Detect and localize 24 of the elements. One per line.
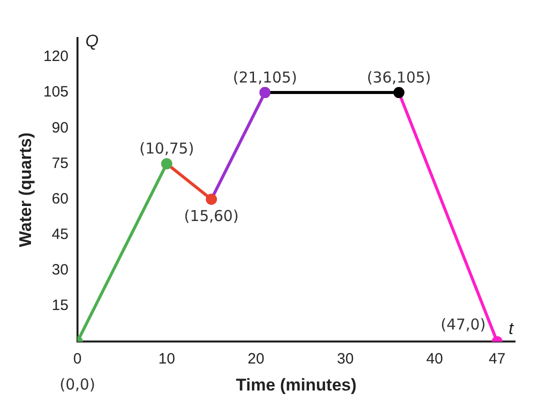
x-tick-label: 0: [73, 350, 82, 368]
annotation: Q: [85, 32, 99, 51]
y-tick-label: 15: [52, 297, 68, 314]
y-tick-label: 60: [52, 190, 68, 208]
x-axis-title: Time (minutes): [236, 375, 357, 394]
y-tick-label: 30: [52, 262, 68, 279]
annotation: (21,105): [232, 68, 298, 86]
x-tick-label: 47: [488, 350, 506, 368]
x-tick-label: 20: [248, 350, 264, 368]
x-tick-label: 30: [336, 350, 354, 368]
x-tick-label: 40: [426, 350, 443, 368]
y-tick-label: 45: [52, 226, 68, 244]
y-tick-label: 75: [52, 154, 68, 172]
x-tick-label: 10: [158, 350, 176, 368]
annotation: (47,0): [440, 315, 486, 334]
annotation: (10,75): [139, 140, 194, 158]
annotation: t: [508, 318, 515, 338]
annotation: (36,105): [366, 68, 432, 86]
annotation: (0,0): [60, 375, 96, 394]
y-tick-label: 90: [52, 119, 68, 136]
y-axis-title: Water (quarts): [16, 132, 35, 248]
y-tick-label: 120: [43, 48, 68, 66]
annotation: (15,60): [184, 207, 239, 226]
y-tick-label: 105: [43, 84, 68, 101]
